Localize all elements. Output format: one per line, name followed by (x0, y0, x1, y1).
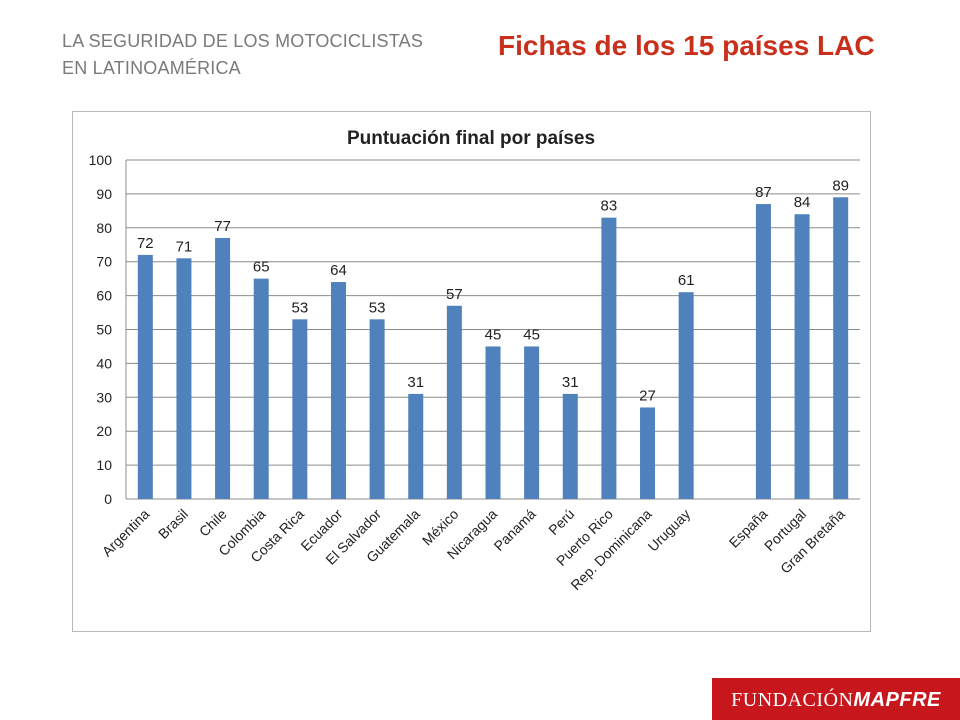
y-tick-label: 100 (89, 152, 113, 168)
x-tick-label: Brasil (155, 506, 191, 542)
bar (562, 393, 578, 499)
bar (137, 254, 153, 499)
bar (794, 214, 810, 499)
y-tick-label: 90 (96, 186, 112, 202)
y-tick-label: 10 (96, 457, 112, 473)
header-subtitle-line1: LA SEGURIDAD DE LOS MOTOCICLISTAS (62, 31, 424, 51)
bar (524, 346, 540, 499)
y-tick-label: 30 (96, 389, 112, 405)
x-tick-label: Uruguay (645, 506, 694, 555)
bar (253, 278, 269, 499)
logo-text-fundacion: FUNDACIÓN (731, 688, 854, 711)
bar (601, 217, 617, 499)
data-label: 57 (446, 286, 463, 303)
y-tick-label: 20 (96, 423, 112, 439)
x-tick-label: Chile (196, 506, 230, 540)
y-tick-label: 70 (96, 254, 112, 270)
data-label: 27 (639, 387, 656, 404)
bar (446, 305, 462, 499)
data-label: 45 (523, 326, 540, 343)
y-tick-label: 0 (104, 491, 112, 507)
fundacion-mapfre-logo: FUNDACIÓN MAPFRE (712, 678, 960, 720)
header-subtitle-line2: EN LATINOAMÉRICA (62, 58, 241, 78)
data-label: 53 (291, 299, 308, 316)
bar-chart: Puntuación final por países 0 10 20 30 40 50 60… (89, 128, 860, 593)
bar (215, 237, 231, 499)
bar (176, 258, 192, 499)
data-label: 89 (832, 177, 849, 194)
y-tick-label: 80 (96, 220, 112, 236)
y-tick-label: 50 (96, 322, 112, 338)
y-tick-label: 60 (96, 288, 112, 304)
data-label: 87 (755, 184, 772, 201)
x-tick-label: Panamá (491, 506, 539, 554)
chart-frame: Puntuación final por países 0 10 20 30 40 50 60… (72, 111, 871, 632)
data-label: 61 (678, 272, 695, 289)
data-label: 65 (253, 259, 270, 276)
data-label: 31 (407, 374, 424, 391)
bar (755, 204, 771, 499)
bar (369, 319, 385, 499)
y-tick-label: 40 (96, 355, 112, 371)
data-label: 83 (601, 198, 618, 215)
logo-text-mapfre: MAPFRE (853, 688, 941, 711)
data-label: 53 (369, 299, 386, 316)
x-tick-label: Perú (545, 506, 577, 538)
bar (640, 407, 656, 499)
data-label: 84 (794, 194, 811, 211)
chart-title: Puntuación final por países (347, 128, 595, 149)
bar (485, 346, 501, 499)
data-label: 72 (137, 235, 154, 252)
bar (833, 197, 849, 499)
data-label: 64 (330, 262, 347, 279)
page-title: Fichas de los 15 países LAC (498, 30, 875, 61)
bar (292, 319, 308, 499)
bar (408, 393, 424, 499)
data-label: 77 (214, 218, 231, 235)
header-subtitle: LA SEGURIDAD DE LOS MOTOCICLISTAS EN LAT… (62, 28, 462, 82)
data-label: 31 (562, 374, 579, 391)
data-label: 71 (176, 238, 193, 255)
bar (330, 282, 346, 499)
data-label: 45 (485, 326, 502, 343)
bar (678, 292, 694, 499)
x-tick-label: Argentina (99, 506, 153, 560)
